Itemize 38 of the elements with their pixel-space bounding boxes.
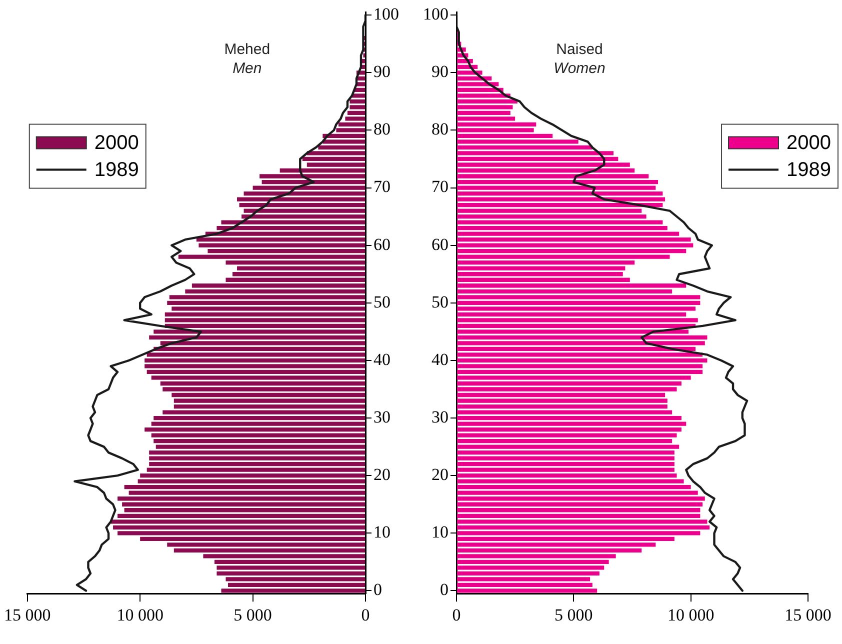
legend-label: 1989 xyxy=(94,159,139,182)
text: Men xyxy=(232,60,262,78)
legend-label: 1989 xyxy=(786,159,832,182)
x-tick-label: 0 xyxy=(361,605,370,624)
y-tick-label: 90 xyxy=(374,62,390,82)
y-tick-label: 50 xyxy=(374,292,390,312)
y-tick-label: 60 xyxy=(432,234,448,254)
y-tick-label: 40 xyxy=(374,350,390,369)
y-tick-label: 80 xyxy=(432,120,448,139)
y-tick-label: 30 xyxy=(432,407,448,426)
y-tick-label: 20 xyxy=(432,465,448,484)
y-tick-label: 70 xyxy=(432,177,448,196)
y-tick-label: 0 xyxy=(440,580,448,600)
legend-label: 2000 xyxy=(786,132,832,154)
text: Women xyxy=(554,60,606,78)
x-tick-label: 5 000 xyxy=(554,605,593,624)
y-tick-label: 0 xyxy=(374,580,382,600)
x-tick-label: 10 000 xyxy=(116,605,164,624)
y-tick-label: 40 xyxy=(432,350,448,369)
y-tick-label: 60 xyxy=(374,234,390,254)
text: Mehed xyxy=(224,41,270,58)
y-tick-label: 20 xyxy=(374,465,390,484)
y-tick-label: 10 xyxy=(432,522,448,542)
legend-label: 2000 xyxy=(94,132,139,154)
y-tick-label: 70 xyxy=(374,177,390,196)
x-tick-label: 0 xyxy=(452,605,461,624)
y-tick-label: 30 xyxy=(374,407,390,426)
x-tick-label: 5 000 xyxy=(234,605,272,624)
x-tick-label: 15 000 xyxy=(4,605,51,624)
y-tick-label: 100 xyxy=(374,4,399,24)
x-tick-label: 15 000 xyxy=(784,605,832,624)
y-tick-label: 90 xyxy=(432,62,448,82)
y-tick-label: 50 xyxy=(432,292,448,312)
y-tick-label: 10 xyxy=(374,522,390,542)
y-tick-label: 100 xyxy=(423,4,448,24)
text: Naised xyxy=(556,41,603,58)
y-tick-label: 80 xyxy=(374,120,390,139)
x-tick-label: 10 000 xyxy=(667,605,714,624)
